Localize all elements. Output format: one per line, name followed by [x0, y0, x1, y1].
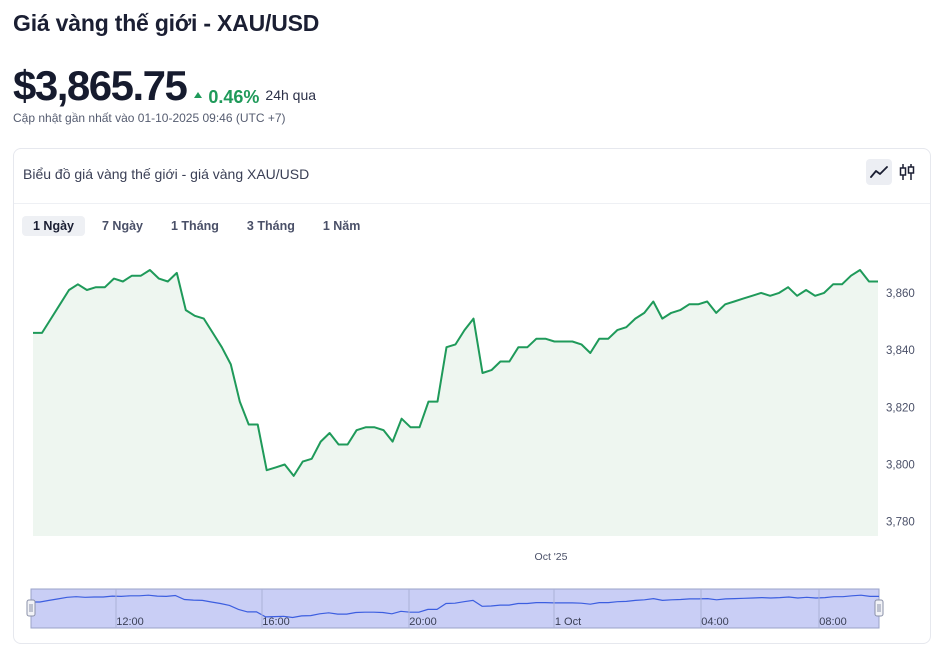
navigator-tick-label: 20:00	[409, 616, 437, 628]
navigator-tick-label: 16:00	[262, 616, 290, 628]
y-tick-label: 3,820	[886, 402, 915, 414]
price-line	[33, 269, 878, 477]
price-area	[33, 270, 878, 536]
navigator-line	[31, 594, 879, 619]
y-tick-label: 3,860	[886, 288, 915, 300]
candlestick-icon	[899, 164, 915, 180]
range-tab-1m[interactable]: 1 Tháng	[171, 219, 219, 233]
x-axis-label: Oct '25	[535, 551, 568, 563]
line-chart-icon	[870, 166, 888, 178]
change-period: 24h qua	[265, 87, 317, 103]
page-title: Giá vàng thế giới - XAU/USD	[13, 10, 320, 36]
price-change: 0.46%	[194, 87, 259, 108]
range-tab-1y[interactable]: 1 Năm	[322, 219, 361, 233]
navigator-tick-label: 1 Oct	[555, 616, 581, 628]
y-tick-label: 3,840	[886, 345, 915, 357]
current-price: $3,865.75	[13, 62, 188, 109]
chart-card-title: Biểu đồ giá vàng thế giới - giá vàng XAU…	[23, 166, 310, 182]
navigator-right-handle[interactable]	[874, 599, 884, 617]
navigator-left-handle[interactable]	[26, 599, 36, 617]
navigator-tick-label: 04:00	[701, 616, 729, 628]
navigator-tick-label: 08:00	[819, 616, 847, 628]
navigator-tick-label: 12:00	[116, 616, 144, 628]
line-chart-button[interactable]	[866, 159, 892, 185]
range-tabs: 1 Ngày 7 Ngày 1 Tháng 3 Tháng 1 Năm	[22, 216, 377, 236]
up-arrow-icon	[194, 92, 203, 98]
navigator-window[interactable]	[30, 588, 880, 629]
candlestick-button[interactable]	[894, 159, 920, 185]
change-percent: 0.46%	[208, 86, 260, 107]
last-updated: Cập nhật gần nhất vào 01-10-2025 09:46 (…	[13, 111, 286, 125]
range-tab-7d[interactable]: 7 Ngày	[102, 219, 143, 233]
y-tick-label: 3,800	[886, 460, 915, 472]
range-tab-3m[interactable]: 3 Tháng	[246, 219, 295, 233]
card-divider	[14, 203, 930, 204]
y-tick-label: 3,780	[886, 517, 915, 529]
range-tab-1d[interactable]: 1 Ngày	[22, 216, 85, 236]
price-summary: $3,865.75 0.46% 24h qua	[13, 62, 316, 110]
